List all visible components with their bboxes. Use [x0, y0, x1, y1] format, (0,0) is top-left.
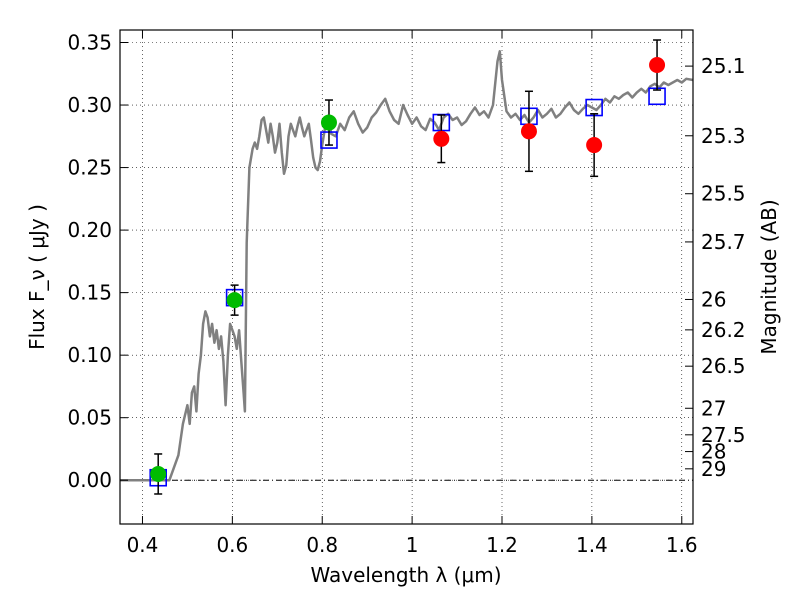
y-tick-label: 0.00 — [67, 468, 112, 492]
observed-point-green — [150, 465, 167, 482]
right-tick-label: 27.5 — [701, 423, 746, 447]
y-tick-label: 0.35 — [67, 31, 112, 55]
y-axis-ticks: 0.00 0.05 0.10 0.15 0.20 0.25 0.30 0.35 — [67, 31, 128, 492]
observed-red-series — [433, 39, 666, 178]
y-tick-label: 0.30 — [67, 93, 112, 117]
x-tick-label: 1.2 — [486, 533, 518, 557]
x-tick-label: 0.6 — [216, 533, 248, 557]
right-tick-label: 26 — [701, 287, 726, 311]
model-spectrum-series — [120, 50, 694, 482]
y-tick-label: 0.25 — [67, 156, 112, 180]
right-axis-label: Magnitude (AB) — [757, 199, 781, 354]
y-tick-label: 0.20 — [67, 218, 112, 242]
right-tick-label: 25.3 — [701, 124, 746, 148]
right-tick-label: 28 — [701, 440, 726, 464]
x-tick-label: 1.6 — [666, 533, 698, 557]
x-tick-label: 1 — [406, 533, 419, 557]
y-tick-label: 0.10 — [67, 343, 112, 367]
right-tick-label: 29 — [701, 457, 726, 481]
right-tick-label: 26.5 — [701, 354, 746, 378]
y-tick-label: 0.05 — [67, 406, 112, 430]
y-axis-label: Flux F_ν ( μJy ) — [25, 204, 49, 350]
observed-point-red — [649, 57, 666, 74]
observed-green-series — [150, 99, 337, 495]
x-tick-label: 1.4 — [576, 533, 608, 557]
x-axis-ticks: 0.4 0.6 0.8 1 1.2 1.4 1.6 — [127, 30, 698, 557]
observed-point-green — [226, 292, 243, 309]
y-tick-label: 0.15 — [67, 281, 112, 305]
plot-background — [120, 30, 693, 524]
observed-point-red — [433, 130, 450, 147]
spectrum-line — [120, 50, 694, 482]
x-tick-label: 0.8 — [306, 533, 338, 557]
x-axis-label: Wavelength λ (μm) — [310, 563, 501, 587]
x-tick-label: 0.4 — [127, 533, 159, 557]
right-tick-label: 26.2 — [701, 318, 746, 342]
right-tick-label: 25.5 — [701, 182, 746, 206]
observed-point-red — [520, 123, 537, 140]
plot-frame — [119, 29, 694, 525]
right-tick-label: 25.7 — [701, 230, 746, 254]
observed-point-green — [320, 114, 337, 131]
observed-point-red — [586, 137, 603, 154]
right-tick-label: 25.1 — [701, 54, 746, 78]
right-tick-label: 27 — [701, 396, 726, 420]
